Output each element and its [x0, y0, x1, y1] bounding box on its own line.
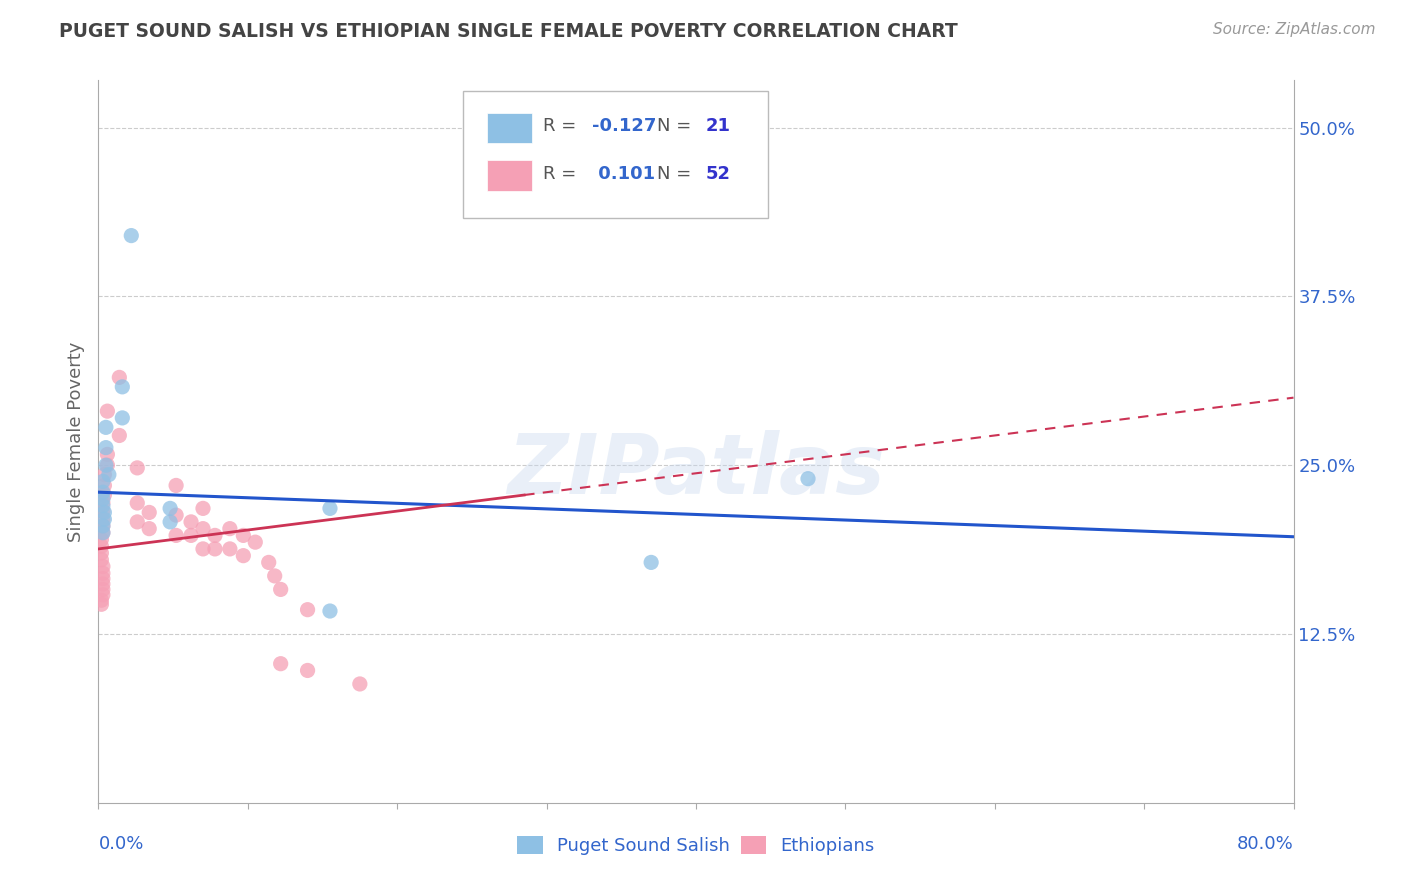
Point: [90, 593, 112, 607]
Point: [204, 528, 226, 542]
Point: [349, 677, 371, 691]
Point: [91, 572, 114, 586]
Text: PUGET SOUND SALISH VS ETHIOPIAN SINGLE FEMALE POVERTY CORRELATION CHART: PUGET SOUND SALISH VS ETHIOPIAN SINGLE F…: [59, 22, 957, 41]
Point: [120, 228, 142, 243]
Text: R =: R =: [543, 165, 582, 183]
Point: [640, 556, 662, 570]
Point: [91, 491, 114, 506]
Point: [127, 461, 149, 475]
Point: [91, 525, 114, 540]
Point: [93, 512, 115, 526]
Point: [319, 604, 342, 618]
Point: [90, 597, 112, 611]
Point: [245, 535, 267, 549]
Point: [127, 496, 149, 510]
Point: [91, 519, 114, 533]
Point: [91, 512, 114, 526]
Point: [108, 370, 131, 384]
Text: 80.0%: 80.0%: [1237, 835, 1294, 854]
Point: [219, 522, 242, 536]
Point: [191, 522, 214, 536]
Point: [191, 541, 214, 556]
Point: [263, 569, 285, 583]
FancyBboxPatch shape: [463, 91, 768, 218]
Point: [91, 485, 114, 500]
Point: [797, 472, 820, 486]
Text: N =: N =: [657, 165, 696, 183]
Text: 0.101: 0.101: [592, 165, 655, 183]
Point: [297, 602, 319, 616]
Point: [108, 428, 131, 442]
Point: [91, 566, 114, 581]
Point: [270, 657, 292, 671]
Point: [94, 441, 117, 455]
Point: [111, 380, 134, 394]
Point: [91, 525, 114, 540]
Point: [165, 528, 187, 542]
Text: Source: ZipAtlas.com: Source: ZipAtlas.com: [1212, 22, 1375, 37]
Text: N =: N =: [657, 117, 696, 135]
Point: [297, 664, 319, 678]
Point: [91, 475, 114, 489]
Point: [180, 515, 202, 529]
Point: [94, 458, 117, 472]
Point: [91, 582, 114, 597]
Legend: Puget Sound Salish, Ethiopians: Puget Sound Salish, Ethiopians: [510, 830, 882, 863]
FancyBboxPatch shape: [486, 161, 533, 191]
Point: [127, 515, 149, 529]
Point: [96, 458, 118, 472]
Point: [165, 478, 187, 492]
Point: [94, 420, 117, 434]
Point: [90, 552, 112, 566]
Point: [96, 447, 118, 461]
Point: [219, 541, 242, 556]
Point: [93, 488, 115, 502]
Point: [232, 528, 254, 542]
Point: [191, 501, 214, 516]
Point: [96, 404, 118, 418]
Y-axis label: Single Female Poverty: Single Female Poverty: [67, 342, 86, 541]
Point: [90, 546, 112, 560]
Point: [93, 505, 115, 519]
Point: [91, 504, 114, 518]
Point: [204, 541, 226, 556]
Point: [90, 533, 112, 547]
Point: [257, 556, 280, 570]
Point: [91, 559, 114, 574]
Point: [165, 508, 187, 523]
Point: [97, 467, 120, 482]
FancyBboxPatch shape: [486, 112, 533, 143]
Text: ZIPatlas: ZIPatlas: [508, 430, 884, 511]
Text: 52: 52: [706, 165, 731, 183]
Point: [93, 467, 115, 482]
Point: [91, 496, 114, 510]
Point: [91, 519, 114, 533]
Point: [159, 501, 181, 516]
Point: [138, 505, 160, 519]
Point: [93, 478, 115, 492]
Text: 0.0%: 0.0%: [98, 835, 143, 854]
Point: [270, 582, 292, 597]
Point: [180, 528, 202, 542]
Text: R =: R =: [543, 117, 582, 135]
Point: [319, 501, 342, 516]
Point: [91, 577, 114, 591]
Text: -0.127: -0.127: [592, 117, 657, 135]
Point: [91, 499, 114, 513]
Point: [232, 549, 254, 563]
Point: [91, 588, 114, 602]
Point: [138, 522, 160, 536]
Point: [159, 515, 181, 529]
Point: [111, 411, 134, 425]
Point: [90, 539, 112, 553]
Text: 21: 21: [706, 117, 731, 135]
